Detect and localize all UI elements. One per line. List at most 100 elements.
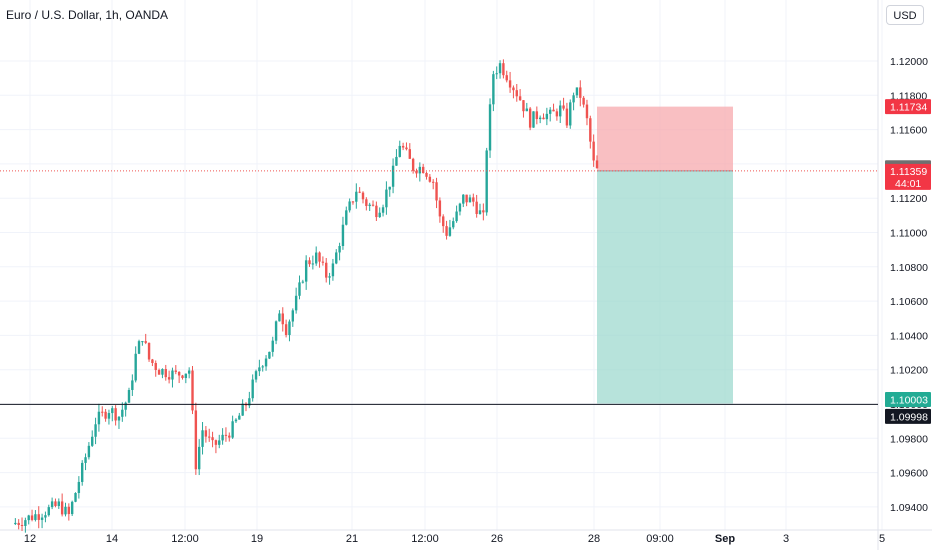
candle-body bbox=[498, 63, 502, 74]
candle-body bbox=[60, 501, 64, 515]
candle-body bbox=[161, 369, 164, 375]
candle-body bbox=[211, 437, 214, 441]
candle-body bbox=[304, 260, 308, 282]
candle-body bbox=[97, 411, 101, 425]
candle-body bbox=[214, 440, 218, 445]
candle-body bbox=[117, 416, 121, 421]
candle-body bbox=[368, 204, 371, 206]
y-tick-label: 1.10800 bbox=[890, 262, 928, 274]
candle-body bbox=[208, 436, 211, 438]
candle-body bbox=[141, 341, 144, 343]
candle-body bbox=[508, 80, 512, 88]
candle-body bbox=[84, 457, 87, 463]
candle-body bbox=[258, 367, 261, 372]
candle-body bbox=[468, 197, 472, 203]
candle-body bbox=[111, 408, 114, 414]
candle-body bbox=[452, 221, 455, 228]
price-axis[interactable]: 1.120001.118001.116001.114001.112001.110… bbox=[890, 56, 928, 514]
candle-body bbox=[425, 172, 428, 177]
candle-body bbox=[284, 324, 288, 336]
candle-body bbox=[87, 445, 91, 458]
candle-body bbox=[91, 436, 94, 446]
candle-body bbox=[231, 421, 234, 438]
candle-body bbox=[134, 353, 137, 381]
candle-body bbox=[495, 73, 498, 75]
candle-body bbox=[187, 370, 191, 374]
candle-body bbox=[24, 520, 27, 526]
candle-body bbox=[378, 212, 381, 218]
currency-button[interactable]: USD bbox=[886, 5, 924, 25]
position-zones[interactable] bbox=[597, 106, 733, 404]
candle-body bbox=[555, 111, 559, 117]
candle-body bbox=[151, 359, 154, 364]
candle-body bbox=[107, 413, 111, 419]
candle-body bbox=[194, 410, 198, 470]
candle-body bbox=[191, 370, 194, 411]
candle-body bbox=[17, 522, 20, 525]
candle-body bbox=[482, 210, 485, 213]
candle-body bbox=[251, 379, 254, 399]
candle-body bbox=[371, 204, 375, 206]
x-tick-label: 3 bbox=[783, 533, 789, 545]
support-price-label-bg bbox=[885, 408, 931, 424]
candle-body bbox=[281, 313, 284, 325]
candle-body bbox=[361, 192, 365, 200]
candle-body bbox=[37, 514, 40, 520]
take-profit-zone[interactable] bbox=[597, 170, 733, 404]
time-axis[interactable]: 12 14 12:00 19 21 12:00 26 28 09:00 Sep 3 5 bbox=[24, 533, 885, 545]
candle-body bbox=[34, 514, 37, 520]
candle-body bbox=[358, 191, 361, 193]
candle-body bbox=[575, 87, 579, 96]
stop-loss-zone[interactable] bbox=[597, 106, 733, 171]
candle-body bbox=[44, 515, 47, 518]
candle-body bbox=[264, 358, 268, 367]
candle-body bbox=[549, 109, 552, 114]
candle-body bbox=[30, 515, 34, 520]
candle-body bbox=[27, 515, 30, 521]
candle-body bbox=[67, 506, 71, 515]
candle-body bbox=[70, 501, 74, 515]
candle-body bbox=[64, 506, 67, 515]
candle-body bbox=[318, 252, 321, 262]
x-tick-label: Sep bbox=[715, 533, 735, 545]
candle-body bbox=[294, 295, 298, 311]
candle-body bbox=[502, 63, 505, 76]
candle-body bbox=[167, 377, 171, 380]
candle-body bbox=[465, 194, 468, 203]
candle-body bbox=[398, 145, 401, 157]
candle-body bbox=[381, 207, 385, 213]
candle-body bbox=[589, 118, 592, 142]
candle-body bbox=[445, 226, 448, 236]
candle-body bbox=[432, 181, 435, 183]
candle-body bbox=[274, 321, 278, 341]
candle-body bbox=[325, 262, 328, 278]
candle-body bbox=[569, 102, 572, 126]
y-tick-label: 1.11200 bbox=[890, 193, 927, 205]
candle-body bbox=[355, 191, 358, 202]
take-profit-price-label-bg bbox=[885, 391, 931, 407]
candle-body bbox=[518, 96, 522, 101]
y-tick-label: 1.12000 bbox=[890, 56, 928, 68]
candle-body bbox=[241, 403, 244, 416]
candle-body bbox=[184, 373, 188, 378]
candle-body bbox=[405, 147, 408, 150]
candle-body bbox=[288, 321, 291, 336]
x-tick-label: 12 bbox=[24, 533, 36, 545]
candle-body bbox=[224, 434, 228, 436]
x-tick-label: 19 bbox=[251, 533, 263, 545]
candle-body bbox=[147, 342, 151, 360]
candle-body bbox=[559, 105, 562, 117]
candle-body bbox=[50, 501, 54, 508]
candle-body bbox=[54, 501, 57, 506]
y-tick-label: 1.10200 bbox=[890, 365, 928, 377]
x-tick-label: 14 bbox=[106, 533, 118, 545]
candle-body bbox=[528, 108, 532, 128]
candle-body bbox=[268, 351, 271, 359]
candle-body bbox=[137, 341, 141, 354]
candle-body bbox=[565, 108, 569, 126]
candle-body bbox=[204, 430, 208, 437]
candle-body bbox=[164, 369, 167, 378]
